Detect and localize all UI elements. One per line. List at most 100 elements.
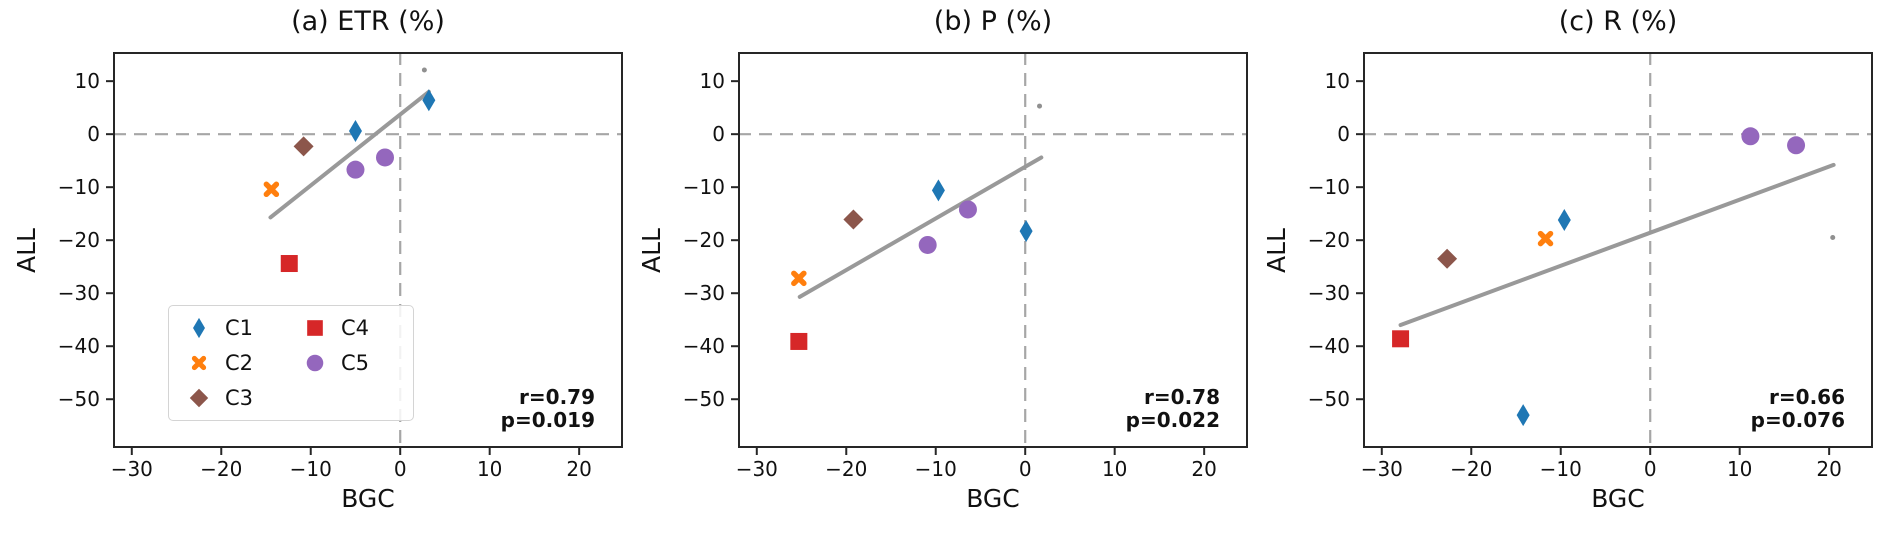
plot-frame (738, 52, 1248, 448)
legend-marker-C4 (307, 320, 323, 337)
data-point-C4 (1392, 330, 1410, 348)
x-tick-label: −30 (1361, 457, 1403, 481)
y-tick-label: 10 (75, 69, 100, 93)
x-tick-label: −10 (290, 457, 332, 481)
panel-c-stats-annotation: r=0.66 p=0.076 (1751, 386, 1845, 432)
panel-a-p-value: p=0.019 (500, 408, 595, 432)
x-tick-label: 10 (1102, 457, 1127, 481)
legend-entry-C3: C3 (175, 386, 291, 410)
panel-c-title: (c) R (%) (1558, 6, 1678, 37)
x-tick-label: −30 (111, 457, 153, 481)
y-tick-label: 10 (700, 69, 725, 93)
y-tick-label: −50 (1308, 387, 1350, 411)
x-tick-label: 10 (1727, 457, 1752, 481)
trend-line (1398, 162, 1836, 328)
y-tick-label: −20 (58, 228, 100, 252)
x-tick-label: −20 (1450, 457, 1492, 481)
panel-a: (a) ETR (%) ALL −30 −20 −10 0 10 20 10 0 −10 −20−… (12, 0, 623, 534)
data-point-C5 (346, 160, 365, 179)
x-tick-label: 20 (1191, 457, 1216, 481)
panel-a-stats-annotation: r=0.79 p=0.019 (501, 386, 595, 432)
trend-line (268, 89, 431, 220)
C1-thin-diamond-legend-marker-icon (193, 318, 205, 339)
data-point-C2 (263, 181, 280, 198)
y-tick-label: −50 (683, 387, 725, 411)
panel-b-p-value: p=0.022 (1125, 408, 1220, 432)
data-point-C3 (1437, 248, 1458, 269)
panel-a-y-axis-label: ALL (11, 227, 41, 273)
legend-label-C4: C4 (341, 316, 370, 341)
panel-c-r-value: r=0.66 (1769, 385, 1845, 409)
y-tick-label: −20 (683, 228, 725, 252)
data-point-C5 (918, 235, 937, 254)
panel-c-y-axis-label: ALL (1261, 227, 1291, 273)
data-point-C5 (1741, 127, 1760, 146)
x-tick-label: 10 (477, 457, 502, 481)
C4-square-legend-marker-icon (307, 320, 323, 337)
data-point-C3 (293, 136, 314, 157)
legend-label-C3: C3 (225, 385, 254, 410)
trend-line (797, 155, 1044, 299)
data-point-C4 (790, 332, 808, 350)
legend-entry-C2: C2 (175, 351, 291, 375)
legend: C1 C2 C3 C4 C5 (168, 305, 414, 421)
data-point-C1 (1019, 220, 1033, 243)
data-point-unlabeled-dot (1037, 103, 1043, 109)
C5-circle-legend-marker-icon (306, 354, 324, 372)
legend-entry-C5: C5 (291, 351, 407, 375)
panel-a-r-value: r=0.79 (519, 385, 595, 409)
panel-b-r-value: r=0.78 (1144, 385, 1220, 409)
data-point-unlabeled-dot (1830, 235, 1836, 241)
panel-b-plot-area: −30 −20 −10 0 10 20 10 0 −10 −20 −30 −40 −50 (683, 52, 1248, 481)
legend-marker-C2 (191, 355, 207, 371)
panel-c-plot-area: −30 −20 −10 0 10 20 10 0 −10 −20 −30 −40 −50 (1308, 52, 1873, 481)
data-point-C5 (958, 200, 977, 219)
y-tick-label: −10 (683, 175, 725, 199)
panel-b-x-axis-label: BGC (966, 484, 1020, 513)
data-point-C5 (376, 148, 394, 167)
plot-frame (1363, 52, 1873, 448)
data-point-C2 (1537, 230, 1554, 247)
legend-marker-C5 (306, 354, 324, 372)
plot-frame (113, 52, 623, 448)
x-tick-label: −20 (825, 457, 867, 481)
data-point-C1 (931, 179, 945, 202)
x-tick-label: 0 (394, 457, 407, 481)
x-tick-label: 0 (1019, 457, 1032, 481)
data-point-C1 (348, 119, 362, 142)
legend-entry-C1: C1 (175, 316, 291, 340)
data-point-C4 (280, 255, 298, 273)
y-tick-label: −30 (683, 281, 725, 305)
y-tick-label: −30 (58, 281, 100, 305)
y-tick-label: 10 (1325, 69, 1350, 93)
legend-label-C1: C1 (225, 316, 254, 341)
x-tick-label: 0 (1644, 457, 1657, 481)
x-tick-label: −10 (1540, 457, 1582, 481)
panel-b-title: (b) P (%) (933, 6, 1053, 37)
panel-b-stats-annotation: r=0.78 p=0.022 (1126, 386, 1220, 432)
x-tick-label: 20 (566, 457, 591, 481)
x-tick-label: −10 (915, 457, 957, 481)
y-tick-label: −40 (58, 334, 100, 358)
C2-x-cross-legend-marker-icon (191, 355, 207, 371)
y-tick-label: −10 (1308, 175, 1350, 199)
panel-c-x-axis-label: BGC (1591, 484, 1645, 513)
y-tick-label: −40 (683, 334, 725, 358)
y-tick-label: −40 (1308, 334, 1350, 358)
panel-a-x-axis-label: BGC (341, 484, 395, 513)
data-point-C3 (843, 209, 864, 230)
data-point-unlabeled-dot (421, 67, 427, 73)
panel-c: (c) R (%) ALL −30 −20 −10 0 10 20 10 0 −10 −20 −30… (1262, 0, 1873, 534)
panel-a-plot-area: −30 −20 −10 0 10 20 10 0 −10 −20 −30 −40 −50 (58, 52, 623, 481)
y-tick-label: −50 (58, 387, 100, 411)
panel-a-title: (a) ETR (%) (291, 6, 445, 37)
y-tick-label: 0 (87, 122, 100, 146)
data-point-C1 (422, 89, 436, 112)
x-tick-label: −20 (200, 457, 242, 481)
C3-diamond-legend-marker-icon (189, 388, 209, 407)
x-tick-label: −30 (736, 457, 778, 481)
y-tick-label: −30 (1308, 281, 1350, 305)
x-tick-label: 20 (1816, 457, 1841, 481)
legend-entry-C4: C4 (291, 316, 407, 340)
